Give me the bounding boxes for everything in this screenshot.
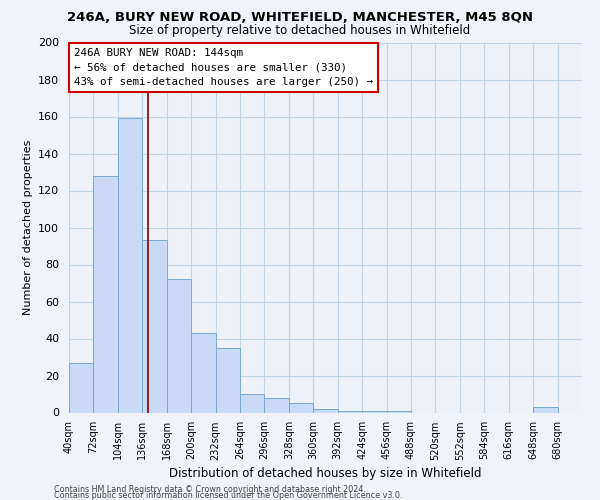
Text: 246A, BURY NEW ROAD, WHITEFIELD, MANCHESTER, M45 8QN: 246A, BURY NEW ROAD, WHITEFIELD, MANCHES… [67, 11, 533, 24]
Bar [191, 333, 215, 412]
Bar [69, 362, 94, 412]
Bar [386, 410, 411, 412]
X-axis label: Distribution of detached houses by size in Whitefield: Distribution of detached houses by size … [169, 466, 482, 479]
Bar [118, 118, 142, 412]
Text: Size of property relative to detached houses in Whitefield: Size of property relative to detached ho… [130, 24, 470, 37]
Bar [362, 410, 386, 412]
Bar [240, 394, 265, 412]
Bar [215, 348, 240, 412]
Bar [142, 240, 167, 412]
Bar [94, 176, 118, 412]
Bar [167, 280, 191, 412]
Text: 246A BURY NEW ROAD: 144sqm
← 56% of detached houses are smaller (330)
43% of sem: 246A BURY NEW ROAD: 144sqm ← 56% of deta… [74, 48, 373, 87]
Y-axis label: Number of detached properties: Number of detached properties [23, 140, 32, 315]
Bar [533, 407, 557, 412]
Text: Contains public sector information licensed under the Open Government Licence v3: Contains public sector information licen… [54, 490, 403, 500]
Bar [265, 398, 289, 412]
Bar [313, 409, 338, 412]
Bar [338, 410, 362, 412]
Text: Contains HM Land Registry data © Crown copyright and database right 2024.: Contains HM Land Registry data © Crown c… [54, 484, 366, 494]
Bar [289, 403, 313, 412]
